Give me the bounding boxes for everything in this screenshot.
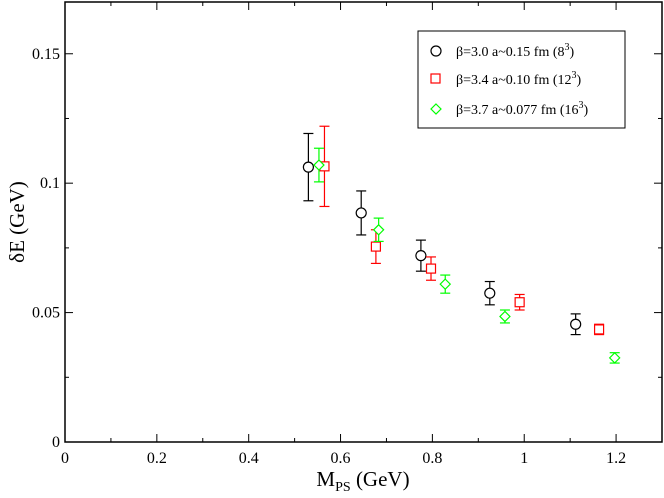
data-point: [439, 274, 452, 294]
legend-circle-marker: [430, 45, 442, 57]
circle-marker: [484, 287, 496, 299]
legend-label-beta-3-4: β=3.4 a~0.10 fm (123): [456, 70, 582, 88]
data-point: [425, 256, 437, 281]
data-point: [372, 217, 385, 243]
legend-label-beta-3-0: β=3.0 a~0.15 fm (83): [456, 42, 575, 60]
square-marker: [593, 324, 605, 335]
data-point: [415, 239, 427, 272]
x-tick-label: 0.2: [147, 450, 167, 467]
x-tick-label: 0.8: [422, 450, 442, 467]
diamond-marker: [608, 352, 621, 364]
x-tick-label: 1.2: [606, 450, 626, 467]
data-marks: [302, 125, 621, 364]
data-point: [514, 293, 525, 311]
diamond-marker: [439, 278, 452, 290]
x-tick-label: 0: [61, 450, 69, 467]
data-point: [499, 309, 511, 324]
y-tick-label: 0: [52, 434, 60, 451]
plot-frame: [64, 1, 663, 443]
data-point: [484, 280, 496, 306]
x-tick-label: 1: [520, 450, 528, 467]
x-tick-label: 0.4: [239, 450, 259, 467]
legend-entry-beta-3-4: β=3.4 a~0.10 fm (123): [430, 70, 582, 88]
y-axis-title: δE (GeV): [5, 181, 29, 263]
data-point: [608, 352, 621, 364]
data-point: [302, 132, 314, 202]
circle-marker: [415, 250, 427, 262]
legend-square-marker: [430, 73, 441, 84]
diamond-marker: [313, 159, 325, 171]
legend-box: [417, 30, 626, 129]
data-point: [313, 147, 325, 183]
axis-ticks: 0 0.2 0.4 0.6 0.8 1 1.2 0 0.05 0.1 0.15: [32, 2, 663, 467]
square-marker: [370, 241, 381, 252]
x-tick-label: 0.6: [331, 450, 351, 467]
diamond-marker: [372, 223, 385, 236]
y-tick-label: 0.1: [40, 175, 60, 192]
legend-label-beta-3-7: β=3.7 a~0.077 fm (163): [456, 100, 589, 118]
y-tick-label: 0.15: [32, 46, 60, 63]
x-axis-title: MPS (GeV): [316, 467, 409, 495]
data-point: [593, 323, 605, 336]
circle-marker: [355, 207, 367, 219]
data-point: [570, 313, 582, 336]
legend-diamond-marker: [430, 103, 442, 115]
legend: β=3.0 a~0.15 fm (83) β=3.4 a~0.10 fm (12…: [417, 30, 626, 129]
diamond-marker: [499, 310, 511, 323]
square-marker: [425, 263, 437, 274]
y-tick-label: 0.05: [32, 305, 60, 322]
legend-entry-beta-3-7: β=3.7 a~0.077 fm (163): [430, 100, 589, 118]
square-marker: [514, 297, 525, 308]
legend-entry-beta-3-0: β=3.0 a~0.15 fm (83): [430, 42, 575, 60]
data-point: [355, 190, 367, 236]
circle-marker: [302, 161, 314, 173]
circle-marker: [570, 318, 582, 330]
